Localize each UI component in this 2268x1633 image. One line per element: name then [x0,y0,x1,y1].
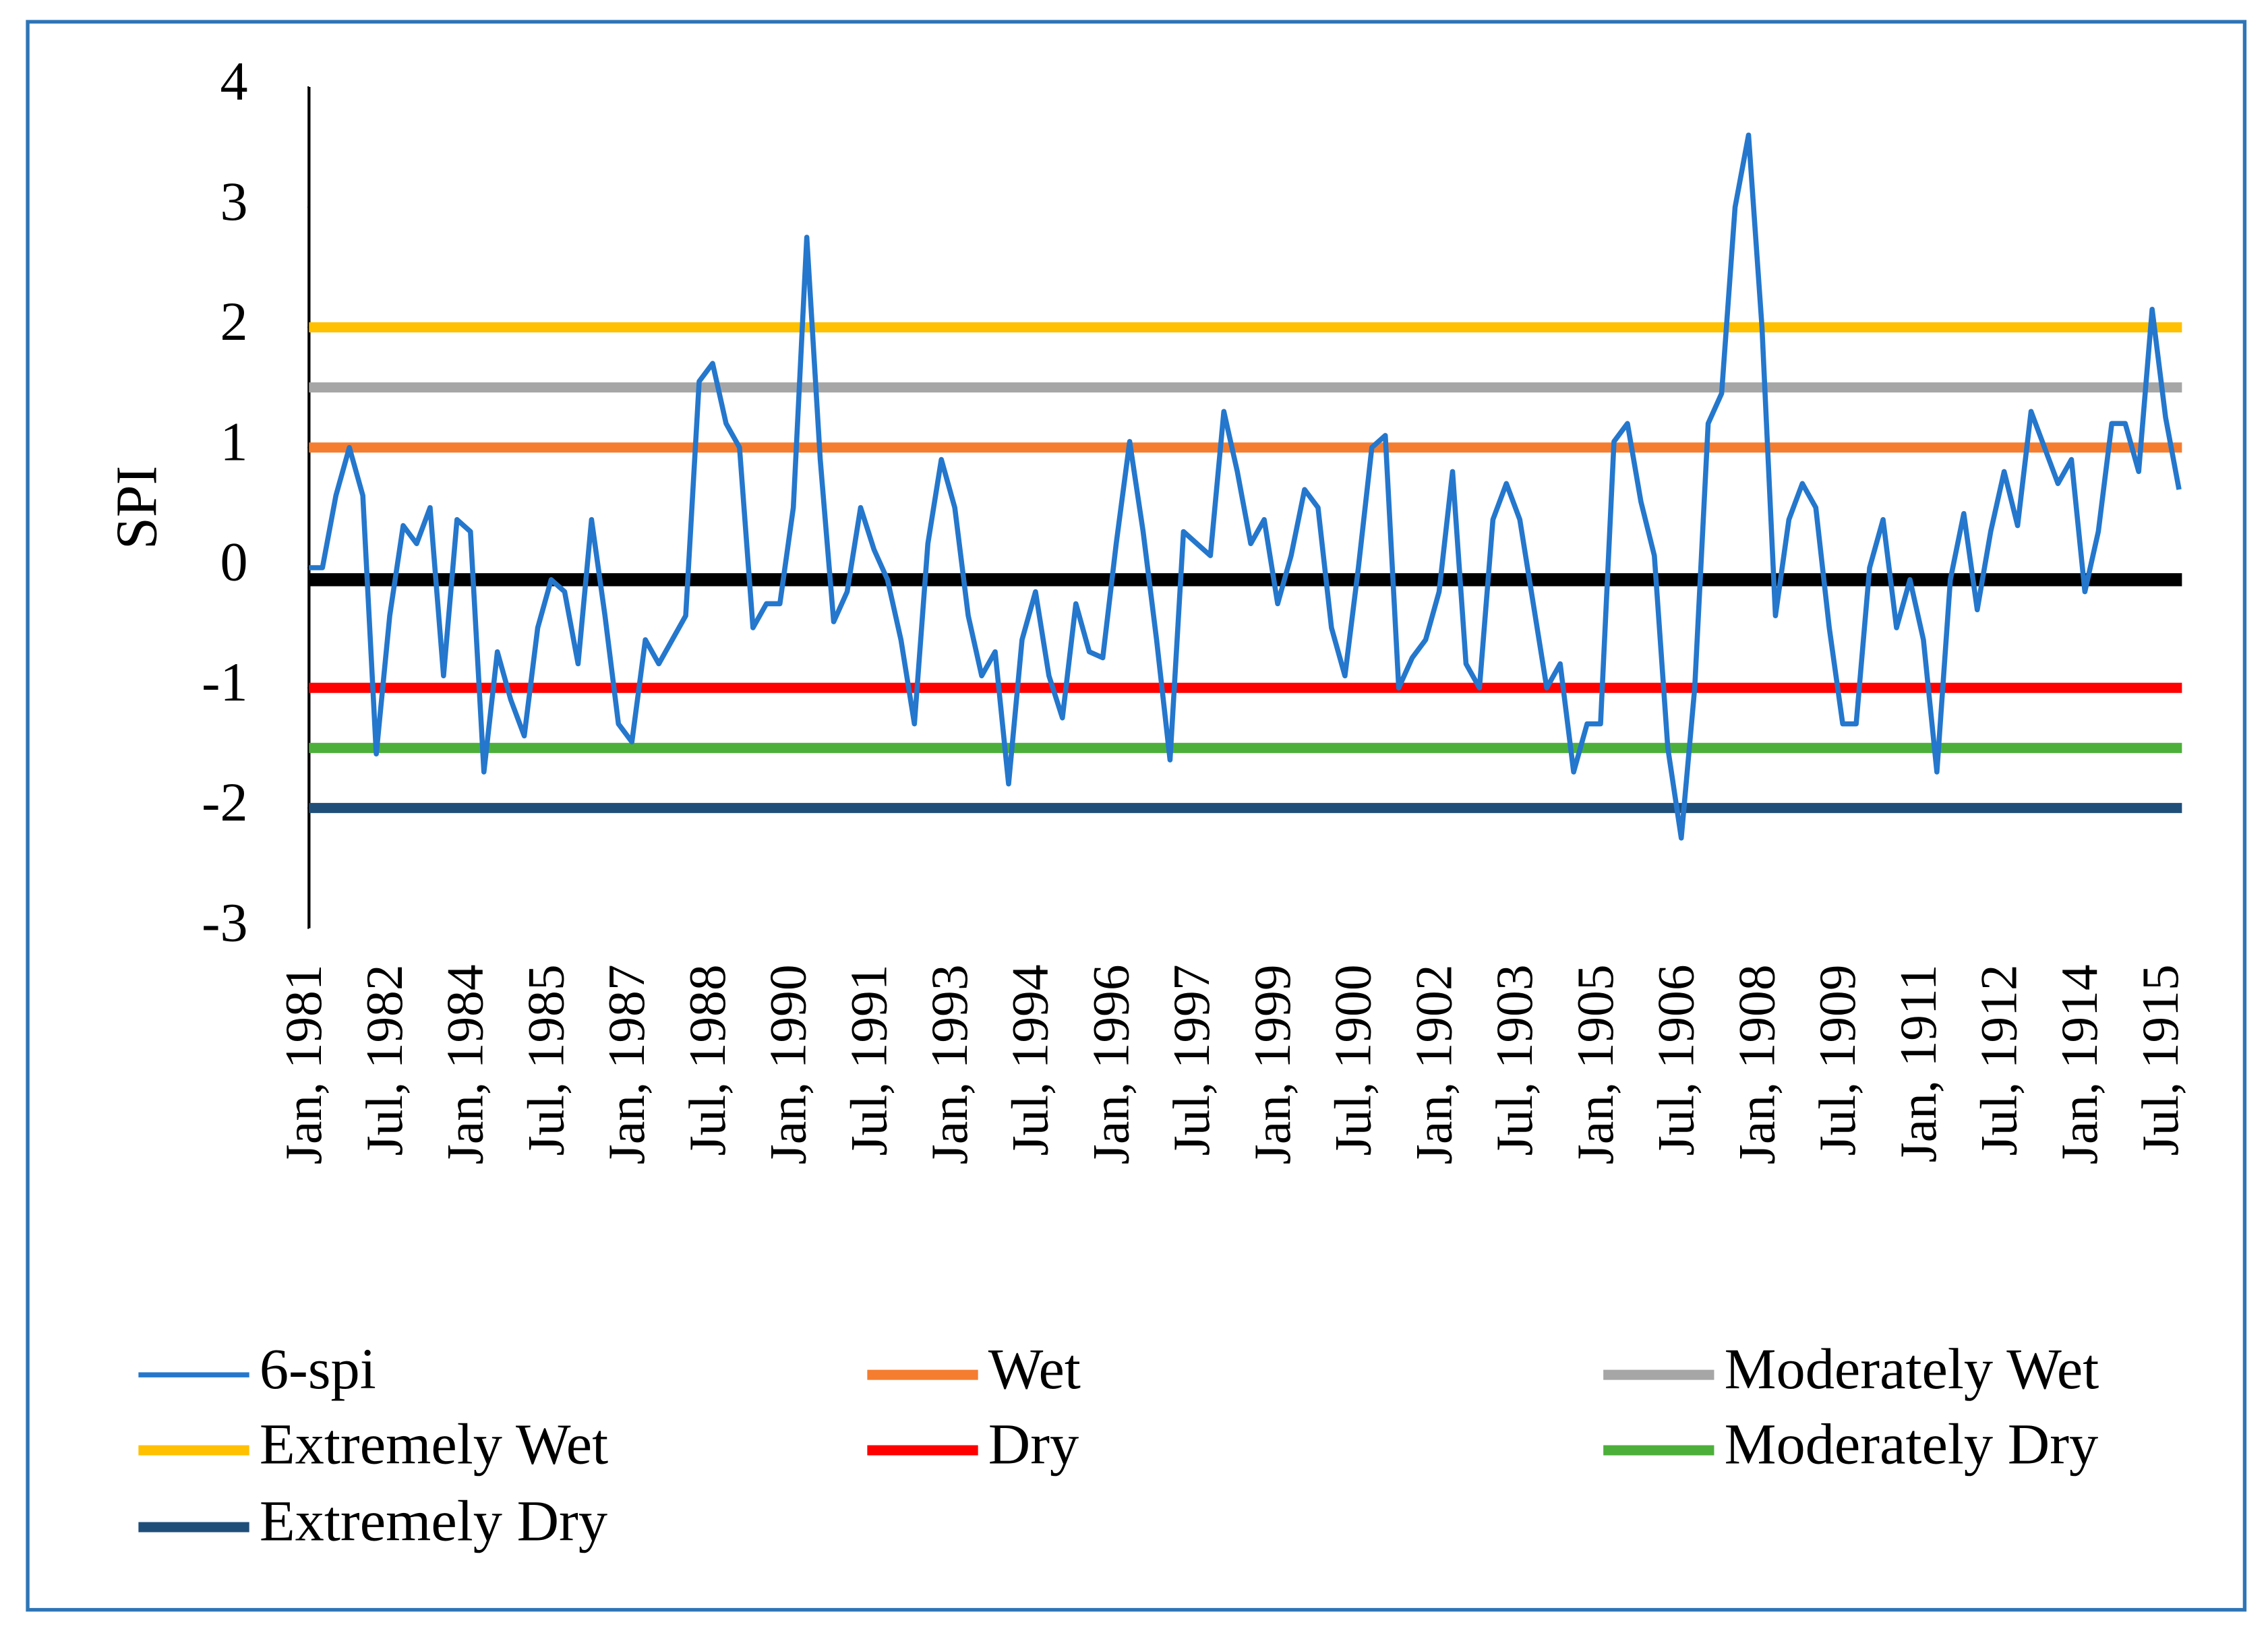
y-tick-label: -1 [202,651,247,713]
x-tick-label: Jul, 1982 [355,964,413,1156]
x-tick-label: Jul, 1991 [839,964,897,1156]
x-tick-label: Jan, 1984 [436,964,494,1164]
legend-label: Extremely Wet [260,1412,608,1477]
y-tick-label: 2 [220,291,247,352]
x-tick-label: Jul, 1988 [678,964,736,1156]
x-tick-label: Jul, 1906 [1646,964,1704,1156]
x-tick-label: Jan, 1999 [1243,964,1301,1164]
y-tick-label: -3 [202,892,247,953]
data-line [309,132,2182,841]
legend-label: Dry [988,1412,1079,1477]
x-tick-label: Jul, 1903 [1485,964,1543,1156]
y-tick-label: 0 [220,531,247,593]
legend-label: 6-spi [260,1336,376,1401]
y-tick-label: -2 [202,771,247,833]
x-tick-label: Jan, 1993 [920,964,978,1164]
x-tick-label: Jul, 1915 [2131,964,2189,1156]
x-tick-label: Jul, 1985 [516,964,574,1156]
y-tick-label: 1 [220,411,247,473]
x-tick-label: Jul, 1912 [1969,964,2027,1156]
x-tick-label: Jul, 1997 [1162,964,1220,1156]
legend-label: Moderately Dry [1725,1412,2099,1477]
x-tick-label: Jan, 1905 [1566,964,1624,1164]
x-tick-label: Jan, 1981 [274,964,332,1164]
chart-border [26,20,2247,1612]
x-tick-label: Jan, 1908 [1727,964,1785,1164]
x-tick-label: Jan, 1914 [2050,964,2108,1164]
legend-label: Wet [988,1336,1081,1401]
x-tick-label: Jan, 1987 [597,964,655,1164]
x-tick-label: Jan, 1902 [1404,964,1462,1164]
x-tick-label: Jul, 1900 [1323,964,1381,1156]
y-tick-label: 4 [220,51,247,112]
y-axis-label: SPI [105,466,169,550]
y-tick-label: 3 [220,171,247,232]
x-tick-label: Jul, 1994 [1001,964,1059,1156]
x-tick-label: Jul, 1909 [1808,964,1866,1156]
x-tick-label: Jan, 1996 [1081,964,1139,1164]
legend-label: Moderately Wet [1725,1336,2099,1401]
x-tick-label: Jan, 1911 [1889,964,1947,1162]
x-tick-label: Jan, 1990 [758,964,816,1164]
legend-label: Extremely Dry [260,1489,607,1553]
